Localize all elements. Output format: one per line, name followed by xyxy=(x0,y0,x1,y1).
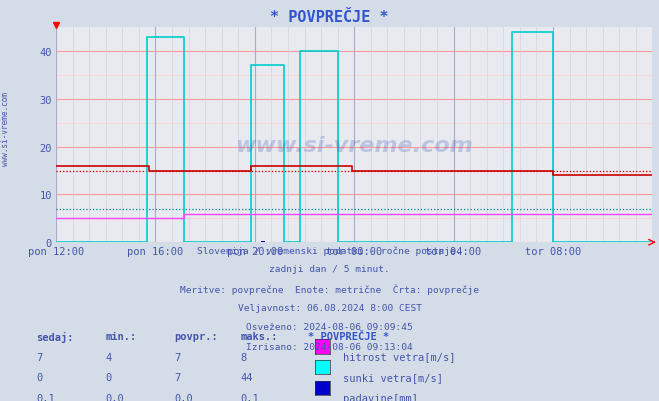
Text: 7: 7 xyxy=(175,373,181,383)
Text: Osveženo: 2024-08-06 09:09:45: Osveženo: 2024-08-06 09:09:45 xyxy=(246,322,413,331)
Text: * POVPREČJE *: * POVPREČJE * xyxy=(270,10,389,25)
Text: 0: 0 xyxy=(105,373,111,383)
Text: min.:: min.: xyxy=(105,331,136,341)
Text: 0,0: 0,0 xyxy=(175,393,193,401)
Text: sedaj:: sedaj: xyxy=(36,331,74,342)
Bar xyxy=(261,242,265,243)
Text: Meritve: povprečne  Enote: metrične  Črta: povprečje: Meritve: povprečne Enote: metrične Črta:… xyxy=(180,284,479,294)
Text: 0,0: 0,0 xyxy=(105,393,124,401)
Text: hitrost vetra[m/s]: hitrost vetra[m/s] xyxy=(343,352,455,362)
Text: padavine[mm]: padavine[mm] xyxy=(343,393,418,401)
Text: sunki vetra[m/s]: sunki vetra[m/s] xyxy=(343,373,443,383)
Text: 0,1: 0,1 xyxy=(36,393,55,401)
Text: 0,1: 0,1 xyxy=(241,393,259,401)
Text: Slovenija / vremenski podatki - ročne postaje.: Slovenija / vremenski podatki - ročne po… xyxy=(197,245,462,255)
Text: 7: 7 xyxy=(36,352,42,362)
Text: * POVPREČJE *: * POVPREČJE * xyxy=(308,331,389,341)
Text: 44: 44 xyxy=(241,373,253,383)
Text: povpr.:: povpr.: xyxy=(175,331,218,341)
Text: 4: 4 xyxy=(105,352,111,362)
Text: Veljavnost: 06.08.2024 8:00 CEST: Veljavnost: 06.08.2024 8:00 CEST xyxy=(237,303,422,312)
Text: zadnji dan / 5 minut.: zadnji dan / 5 minut. xyxy=(269,265,390,273)
Text: 7: 7 xyxy=(175,352,181,362)
Text: www.si-vreme.com: www.si-vreme.com xyxy=(1,91,10,165)
Text: 0: 0 xyxy=(36,373,42,383)
Text: www.si-vreme.com: www.si-vreme.com xyxy=(235,136,473,156)
Text: maks.:: maks.: xyxy=(241,331,278,341)
Text: Izrisano: 2024-08-06 09:13:04: Izrisano: 2024-08-06 09:13:04 xyxy=(246,342,413,350)
Text: 8: 8 xyxy=(241,352,246,362)
